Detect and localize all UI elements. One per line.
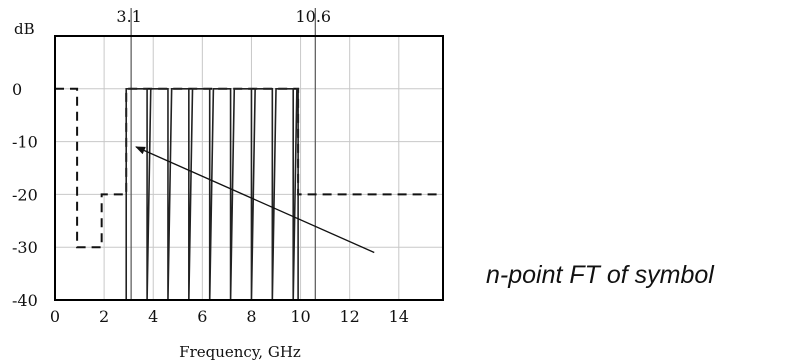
x-tick-label: 8 (246, 307, 256, 326)
marker-labels: 3.1 10.6 (116, 7, 331, 26)
x-tick-label: 10 (290, 307, 310, 326)
x-tick-label: 12 (340, 307, 360, 326)
x-tick-label: 4 (148, 307, 158, 326)
tick-labels: 0 2 4 6 8 10 12 14 0 -10 -20 -30 -40 (12, 80, 409, 326)
y-tick-label: 0 (12, 80, 22, 99)
y-tick-label: -40 (12, 291, 38, 310)
annotation-arrow (135, 146, 375, 254)
x-tick-label: 6 (197, 307, 207, 326)
marker-label: 3.1 (116, 7, 141, 26)
y-tick-label: -20 (12, 185, 38, 204)
series-dashed-line (55, 87, 443, 249)
series-solid-line (125, 88, 299, 301)
annotation: n-point FT of symbol (135, 146, 715, 289)
plot-frame (54, 35, 444, 301)
marker-lines (130, 8, 316, 300)
y-tick-label: -10 (12, 133, 38, 152)
grid (55, 36, 443, 300)
x-tick-label: 0 (50, 307, 60, 326)
x-axis-label: Frequency, GHz (179, 343, 301, 361)
y-axis-label: dB (14, 20, 35, 38)
series-layer (55, 87, 443, 301)
y-tick-label: -30 (12, 238, 38, 257)
marker-label: 10.6 (295, 7, 331, 26)
annotation-text: n-point FT of symbol (486, 261, 715, 289)
x-tick-label: 2 (99, 307, 109, 326)
x-tick-label: 14 (389, 307, 409, 326)
